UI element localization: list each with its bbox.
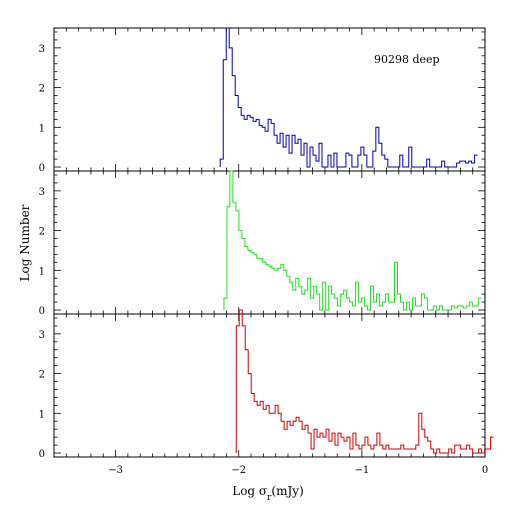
histogram-series-1 — [219, 27, 478, 168]
y-tick-label: 0 — [39, 306, 45, 317]
y-tick-label: 3 — [39, 44, 45, 55]
x-tick-label: −3 — [108, 465, 123, 476]
y-tick-label: 3 — [39, 330, 45, 341]
y-tick-label: 1 — [39, 409, 45, 420]
y-tick-label: 3 — [39, 187, 45, 198]
y-tick-label: 2 — [39, 84, 45, 95]
panel-frame — [53, 313, 486, 458]
x-tick-label: −2 — [231, 465, 246, 476]
x-axis-title-main: Log σ — [232, 484, 267, 498]
histogram-series-3 — [235, 309, 494, 454]
x-axis-title: Log σr(mJy) — [232, 484, 304, 503]
y-tick-label: 1 — [39, 266, 45, 277]
panels-layer: 0 1 2 3 0 1 2 3 0 1 2 3 −3 −2 −1 0 — [39, 27, 494, 476]
x-tick-label: 0 — [482, 465, 488, 476]
histogram-series-2 — [223, 170, 482, 311]
panel-annotation: 90298 deep — [374, 53, 440, 66]
x-tick-label: −1 — [354, 465, 369, 476]
y-tick-label: 0 — [39, 163, 45, 174]
y-tick-label: 2 — [39, 227, 45, 238]
panel-2: 0 1 2 3 — [39, 170, 486, 317]
panel-3: 0 1 2 3 — [39, 309, 494, 460]
panel-1: 0 1 2 3 — [39, 27, 486, 174]
x-axis-title-sub: r — [267, 493, 272, 503]
y-axis-title: Log Number — [18, 204, 32, 281]
y-tick-label: 2 — [39, 370, 45, 381]
y-tick-label: 0 — [39, 449, 45, 460]
panel-frame — [53, 27, 486, 172]
x-axis-title-unit: (mJy) — [271, 484, 303, 498]
panel-frame — [53, 170, 486, 315]
y-tick-label: 1 — [39, 123, 45, 134]
